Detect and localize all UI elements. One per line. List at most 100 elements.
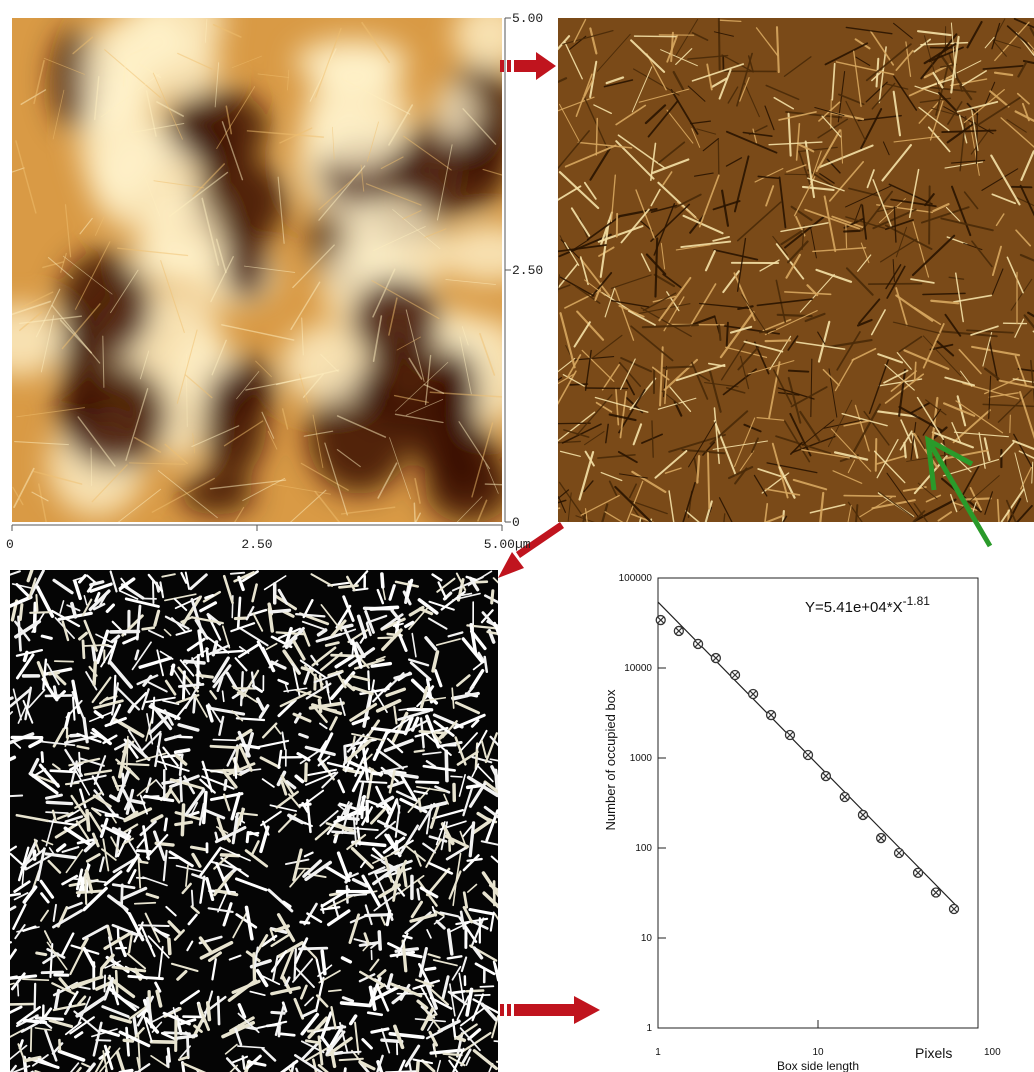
y-tick-label: 1000: [630, 753, 653, 764]
texture: [475, 995, 490, 996]
texture: [373, 773, 382, 774]
texture: [766, 340, 790, 341]
texture: [570, 384, 587, 385]
point: [711, 654, 720, 663]
texture: [294, 949, 295, 980]
texture: [345, 746, 346, 762]
texture: [250, 833, 258, 834]
binary-image: [0, 570, 518, 1072]
texture: [51, 771, 75, 772]
texture: [785, 174, 810, 175]
texture: [727, 323, 728, 346]
texture: [514, 508, 559, 514]
texture: [929, 522, 978, 532]
texture: [211, 746, 239, 748]
point: [858, 810, 867, 819]
texture: [492, 591, 493, 603]
point: [694, 639, 703, 648]
x-tick-label: 2.50: [241, 537, 272, 552]
point: [840, 792, 849, 801]
texture: [1010, 415, 1011, 433]
texture: [846, 225, 847, 247]
texture: [382, 574, 383, 587]
texture: [139, 925, 169, 926]
texture: [3, 942, 11, 944]
texture: [20, 605, 22, 620]
arrow: [500, 996, 600, 1024]
y-tick-label: 10: [641, 933, 653, 944]
texture: [114, 676, 115, 702]
texture: [371, 607, 397, 609]
texture: [466, 928, 467, 939]
texture: [172, 665, 174, 674]
texture: [641, 519, 651, 565]
texture: [708, 453, 709, 508]
texture: [341, 1052, 361, 1053]
texture: [24, 1020, 46, 1022]
point: [877, 834, 886, 843]
texture: [42, 972, 62, 973]
texture: [135, 903, 155, 904]
texture: [231, 573, 244, 574]
x-tick-label: 100: [984, 1047, 1001, 1058]
texture: [224, 234, 269, 300]
texture: [235, 758, 236, 778]
texture: [37, 953, 46, 955]
texture: [444, 1054, 462, 1055]
texture: [46, 812, 68, 813]
texture: [105, 975, 106, 991]
texture: [279, 1027, 280, 1036]
texture: [347, 886, 348, 902]
texture: [339, 586, 357, 588]
texture: [180, 778, 181, 801]
texture: [85, 875, 86, 903]
point: [785, 731, 794, 740]
x-unit: Pixels: [915, 1045, 952, 1061]
texture: [213, 740, 236, 741]
plot-frame: [658, 578, 978, 1028]
texture: [467, 991, 483, 992]
texture: [415, 751, 424, 752]
texture: [185, 661, 204, 663]
point: [821, 772, 830, 781]
texture: [30, 612, 49, 613]
texture: [572, 515, 585, 566]
texture: [101, 968, 102, 976]
texture: [497, 1062, 513, 1065]
texture: [23, 979, 49, 980]
annotation-exponent: -1.81: [903, 594, 931, 608]
texture: [418, 889, 419, 899]
texture: [157, 583, 159, 591]
texture: [84, 645, 108, 646]
texture: [596, 118, 597, 154]
texture: [153, 582, 154, 603]
unit-label: µm: [515, 537, 531, 552]
texture: [111, 631, 139, 632]
point: [674, 626, 683, 635]
texture: [167, 1057, 168, 1066]
texture: [47, 802, 71, 803]
annotation: Y=5.41e+04*X-1.81: [805, 594, 930, 616]
texture: [235, 618, 246, 619]
texture: [480, 986, 493, 987]
texture: [247, 833, 248, 842]
annotation-text: Y=5.41e+04*X: [805, 599, 903, 616]
texture: [127, 737, 128, 768]
texture: [182, 805, 183, 835]
texture: [468, 786, 479, 788]
texture: [42, 753, 43, 762]
texture: [225, 780, 226, 789]
texture: [417, 782, 438, 783]
figure: 02.505.0002.505.00µm11010010001000010000…: [0, 0, 1034, 1072]
texture: [198, 656, 199, 688]
texture: [93, 647, 95, 660]
point: [656, 616, 665, 625]
texture: [426, 968, 435, 969]
texture: [630, 518, 640, 568]
texture: [94, 663, 95, 684]
texture: [281, 1034, 294, 1035]
texture: [55, 661, 73, 662]
texture: [451, 776, 462, 777]
texture: [99, 66, 146, 126]
point: [950, 905, 959, 914]
